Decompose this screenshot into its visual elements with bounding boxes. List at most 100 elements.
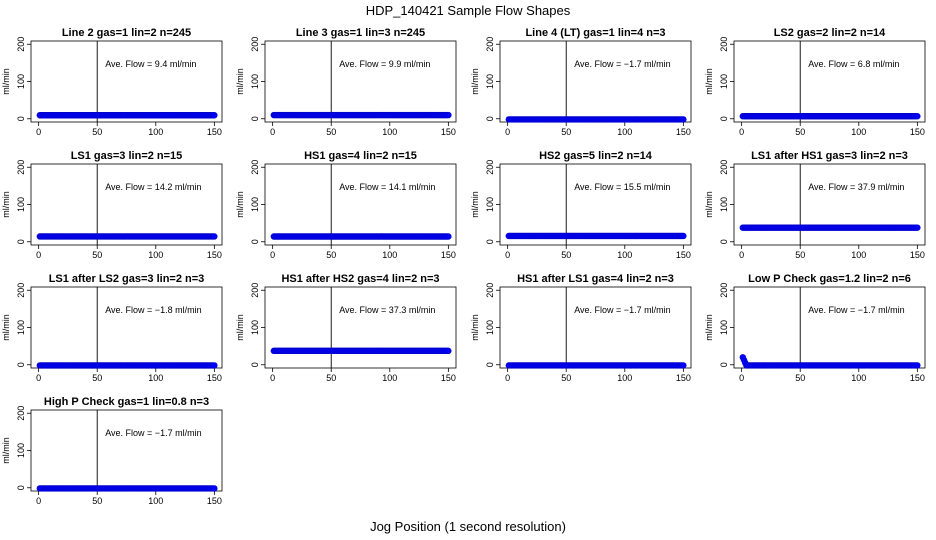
y-tick-label: 100 bbox=[719, 320, 729, 335]
data-point bbox=[680, 362, 687, 369]
data-point bbox=[914, 113, 921, 120]
x-tick-label: 100 bbox=[617, 373, 632, 383]
x-tick-label: 0 bbox=[270, 250, 275, 260]
x-tick-label: 50 bbox=[795, 250, 805, 260]
plot-frame bbox=[733, 163, 926, 246]
x-tick-label: 50 bbox=[92, 496, 102, 506]
figure-title: HDP_140421 Sample Flow Shapes bbox=[366, 3, 571, 18]
y-tick-label: 100 bbox=[719, 197, 729, 212]
x-axis: 0 50 100 150 bbox=[739, 122, 925, 137]
avg-flow-annotation: Ave. Flow = 9.9 ml/min bbox=[339, 59, 430, 69]
x-tick-label: 0 bbox=[739, 127, 744, 137]
x-axis: 0 50 100 150 bbox=[270, 122, 456, 137]
panel: LS1 after LS2 gas=3 lin=2 n=3 Ave. Flow =… bbox=[1, 273, 223, 383]
panel-title: LS2 gas=2 lin=2 n=14 bbox=[774, 27, 886, 39]
plot-frame bbox=[30, 40, 223, 123]
data-series bbox=[739, 113, 921, 120]
y-axis: 0 100 200 ml/min bbox=[1, 283, 31, 367]
plot-frame bbox=[264, 40, 457, 123]
y-axis: 0 100 200 ml/min bbox=[704, 37, 734, 121]
panel: Line 2 gas=1 lin=2 n=245 Ave. Flow = 9.4 … bbox=[1, 27, 223, 137]
panel-title: HS1 after LS1 gas=4 lin=2 n=3 bbox=[517, 273, 674, 285]
data-point bbox=[445, 233, 452, 240]
y-axis: 0 100 200 ml/min bbox=[704, 283, 734, 367]
avg-flow-annotation: Ave. Flow = 15.5 ml/min bbox=[574, 182, 670, 192]
panel-title: HS1 after HS2 gas=4 lin=2 n=3 bbox=[281, 273, 439, 285]
y-axis: 0 100 200 ml/min bbox=[235, 37, 265, 121]
x-tick-label: 100 bbox=[148, 496, 163, 506]
x-tick-label: 150 bbox=[207, 127, 222, 137]
x-tick-label: 0 bbox=[36, 373, 41, 383]
y-axis-label: ml/min bbox=[235, 191, 245, 218]
y-tick-label: 100 bbox=[250, 74, 260, 89]
x-tick-label: 150 bbox=[910, 127, 925, 137]
panel: HS1 gas=4 lin=2 n=15 Ave. Flow = 14.1 ml/… bbox=[235, 150, 457, 260]
plot-frame bbox=[30, 409, 223, 492]
x-axis: 0 50 100 150 bbox=[36, 245, 222, 260]
y-tick-label: 100 bbox=[16, 443, 26, 458]
avg-flow-annotation: Ave. Flow = 37.9 ml/min bbox=[808, 182, 904, 192]
x-tick-label: 150 bbox=[676, 373, 691, 383]
panel-title: LS1 gas=3 lin=2 n=15 bbox=[71, 150, 183, 162]
y-axis-label: ml/min bbox=[235, 68, 245, 95]
x-tick-label: 100 bbox=[148, 373, 163, 383]
x-axis: 0 50 100 150 bbox=[505, 368, 691, 383]
x-tick-label: 0 bbox=[505, 250, 510, 260]
data-series bbox=[505, 362, 687, 369]
y-axis-label: ml/min bbox=[235, 314, 245, 341]
x-tick-label: 150 bbox=[676, 127, 691, 137]
plot-frame bbox=[264, 286, 457, 369]
data-series bbox=[739, 224, 921, 231]
panel-title: HS2 gas=5 lin=2 n=14 bbox=[539, 150, 653, 162]
y-tick-label: 100 bbox=[16, 197, 26, 212]
x-tick-label: 0 bbox=[36, 250, 41, 260]
data-point bbox=[914, 362, 921, 369]
y-axis-label: ml/min bbox=[470, 314, 480, 341]
y-tick-label: 100 bbox=[485, 197, 495, 212]
plot-frame bbox=[264, 163, 457, 246]
x-tick-label: 150 bbox=[207, 250, 222, 260]
panel-title: LS1 after HS1 gas=3 lin=2 n=3 bbox=[751, 150, 908, 162]
panels: Line 2 gas=1 lin=2 n=245 Ave. Flow = 9.4 … bbox=[1, 27, 926, 506]
avg-flow-annotation: Ave. Flow = −1.7 ml/min bbox=[574, 305, 670, 315]
y-tick-label: 200 bbox=[719, 160, 729, 175]
panel: High P Check gas=1 lin=0.8 n=3 Ave. Flow … bbox=[1, 396, 223, 506]
panel-title: Line 4 (LT) gas=1 lin=4 n=3 bbox=[525, 27, 665, 39]
y-tick-label: 200 bbox=[16, 160, 26, 175]
data-point bbox=[680, 116, 687, 123]
x-axis: 0 50 100 150 bbox=[270, 368, 456, 383]
x-axis: 0 50 100 150 bbox=[739, 245, 925, 260]
panel-title: Line 2 gas=1 lin=2 n=245 bbox=[62, 27, 191, 39]
plot-frame bbox=[30, 163, 223, 246]
avg-flow-annotation: Ave. Flow = 9.4 ml/min bbox=[105, 59, 196, 69]
y-axis: 0 100 200 ml/min bbox=[470, 160, 500, 244]
y-axis: 0 100 200 ml/min bbox=[235, 160, 265, 244]
x-tick-label: 150 bbox=[441, 373, 456, 383]
panel: HS1 after LS1 gas=4 lin=2 n=3 Ave. Flow =… bbox=[470, 273, 692, 383]
x-axis: 0 50 100 150 bbox=[36, 491, 222, 506]
data-point bbox=[211, 112, 218, 119]
x-tick-label: 50 bbox=[795, 127, 805, 137]
y-tick-label: 100 bbox=[250, 197, 260, 212]
data-point bbox=[211, 485, 218, 492]
panel-title: Low P Check gas=1.2 lin=2 n=6 bbox=[748, 273, 911, 285]
y-tick-label: 0 bbox=[16, 485, 26, 490]
y-tick-label: 200 bbox=[719, 283, 729, 298]
x-tick-label: 100 bbox=[851, 373, 866, 383]
x-tick-label: 100 bbox=[382, 250, 397, 260]
y-tick-label: 0 bbox=[250, 362, 260, 367]
x-tick-label: 150 bbox=[207, 373, 222, 383]
x-tick-label: 50 bbox=[561, 373, 571, 383]
x-tick-label: 0 bbox=[739, 250, 744, 260]
y-axis-label: ml/min bbox=[704, 191, 714, 218]
x-tick-label: 100 bbox=[382, 373, 397, 383]
data-series bbox=[270, 347, 452, 355]
x-tick-label: 100 bbox=[382, 127, 397, 137]
data-series bbox=[505, 116, 687, 123]
data-point bbox=[211, 233, 218, 240]
x-tick-label: 0 bbox=[270, 373, 275, 383]
x-tick-label: 150 bbox=[910, 250, 925, 260]
plot-frame bbox=[733, 286, 926, 369]
data-point bbox=[680, 232, 687, 240]
panel: Line 4 (LT) gas=1 lin=4 n=3 Ave. Flow = −… bbox=[470, 27, 692, 137]
